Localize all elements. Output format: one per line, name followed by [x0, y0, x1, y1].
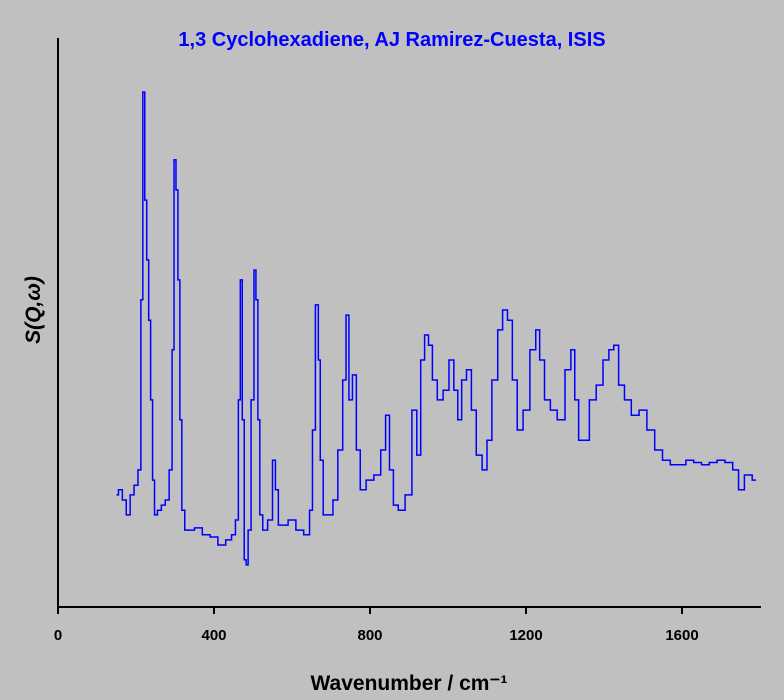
x-tick-label: 400: [201, 627, 226, 644]
chart-title: 1,3 Cyclohexadiene, AJ Ramirez-Cuesta, I…: [178, 29, 605, 51]
x-tick-label: 0: [54, 627, 62, 644]
x-tick-label: 1600: [665, 627, 698, 644]
x-tick-label: 1200: [509, 627, 542, 644]
x-axis-label: Wavenumber / cm⁻¹: [310, 672, 507, 695]
y-axis-label: S(Q,ω): [22, 276, 45, 344]
x-tick-label: 800: [357, 627, 382, 644]
spectrum-line: [116, 91, 757, 566]
